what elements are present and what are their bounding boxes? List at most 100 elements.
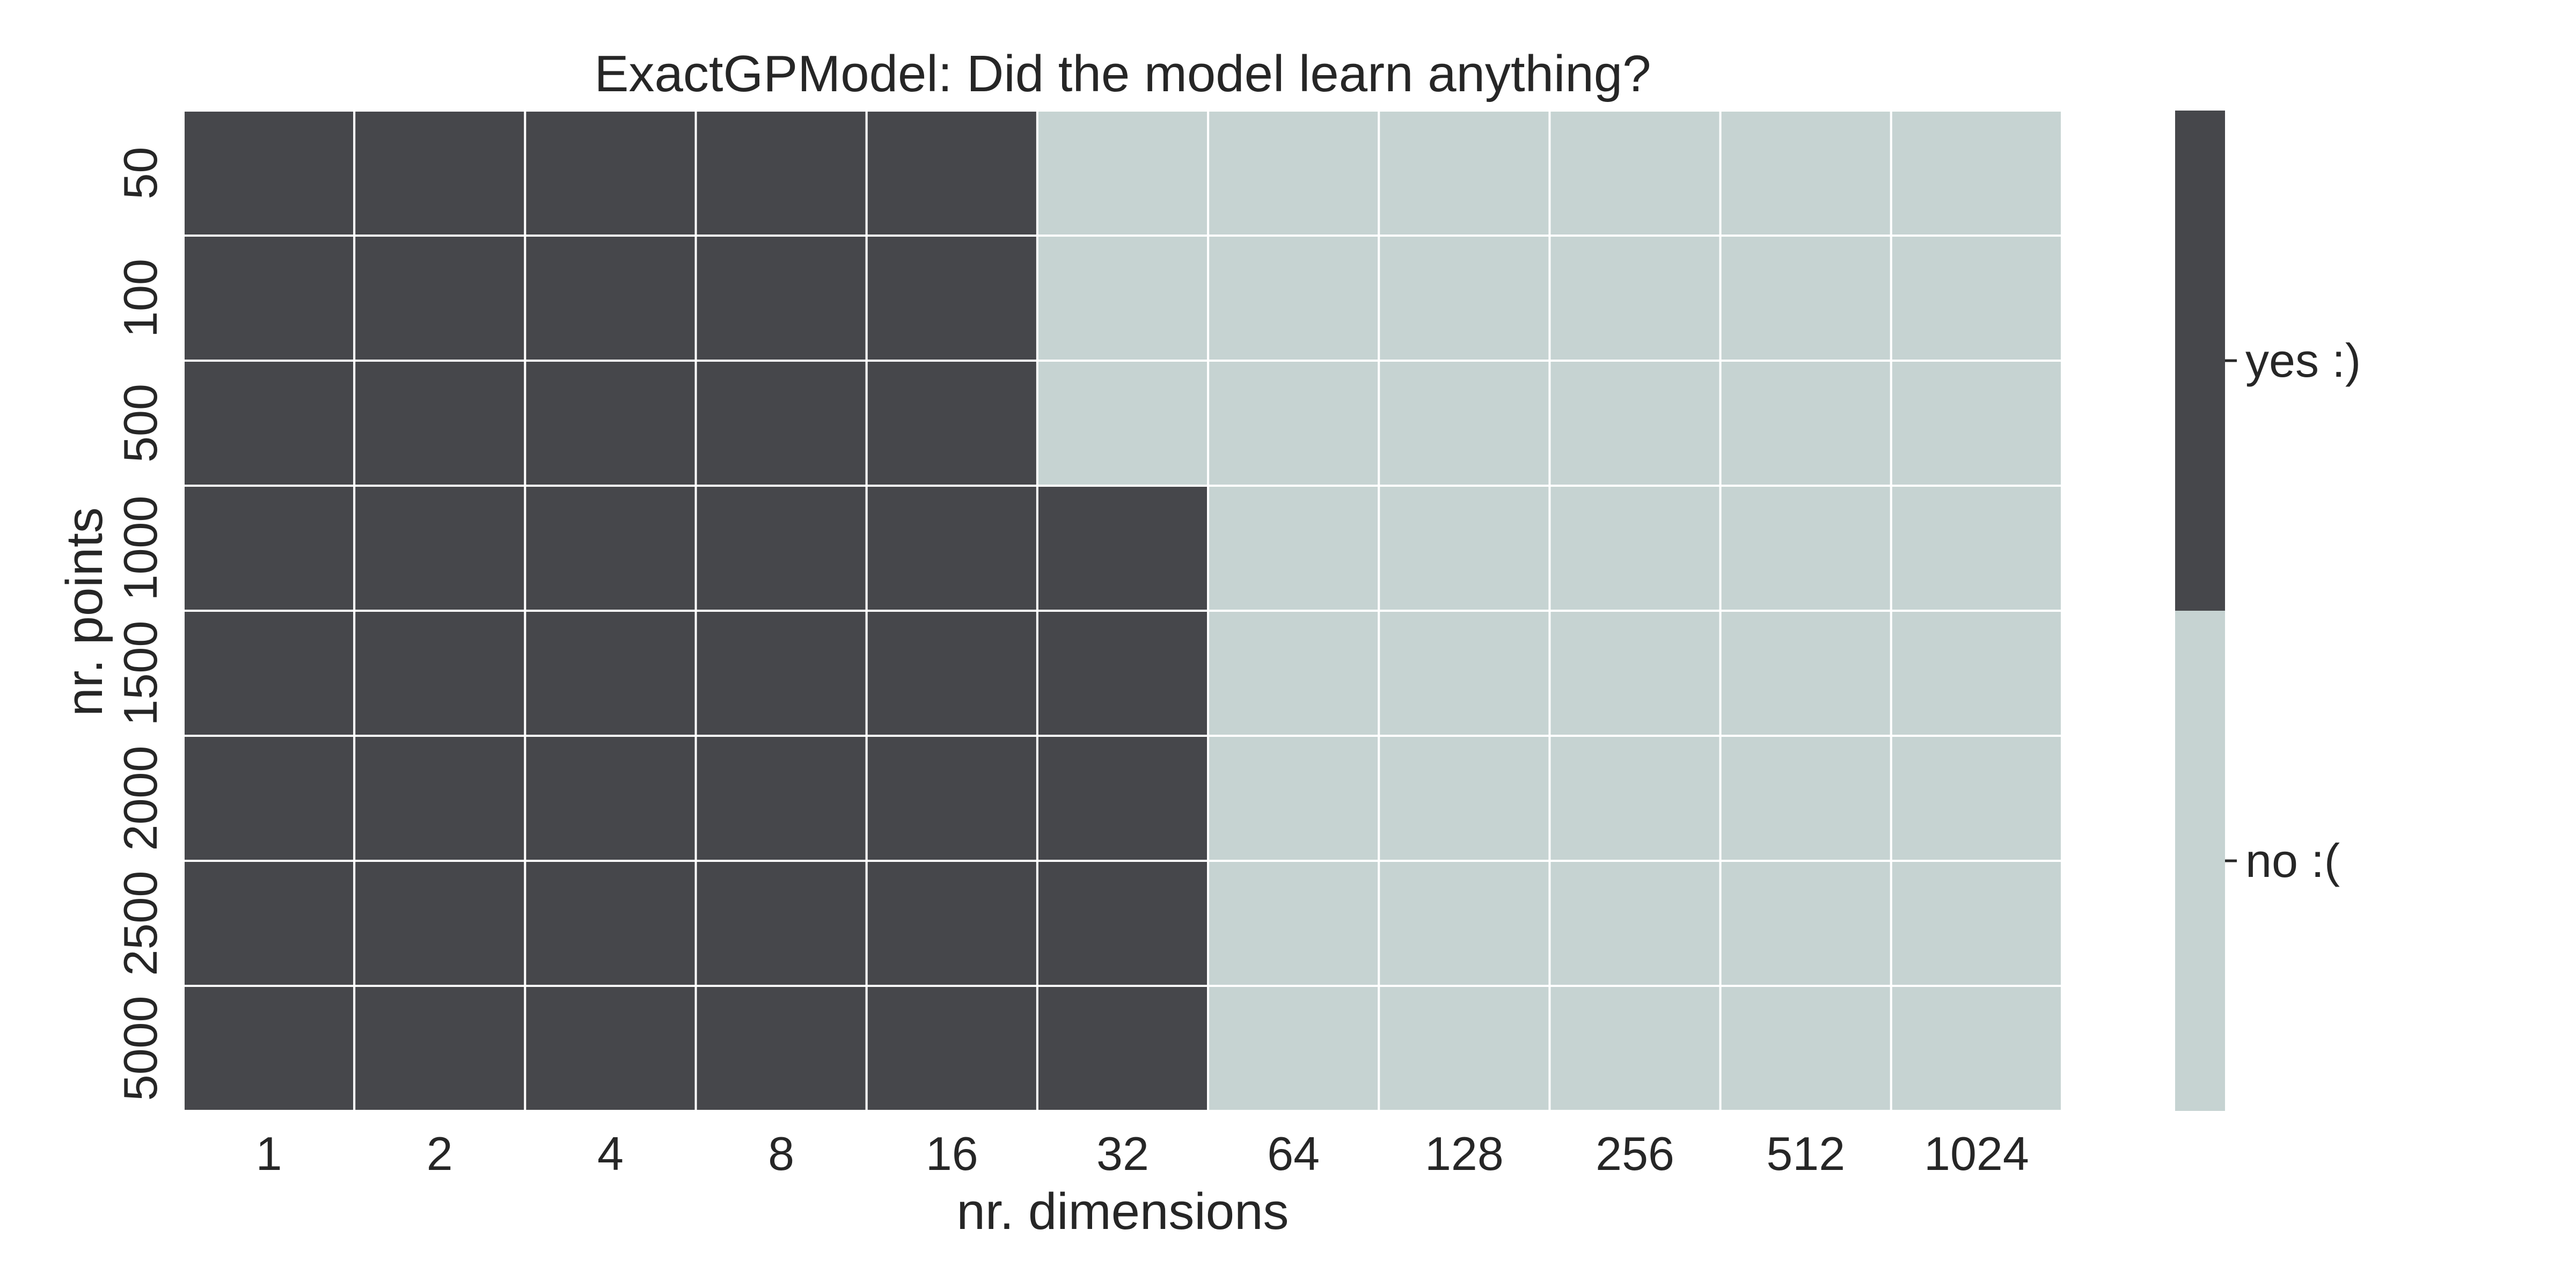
heatmap-cell <box>1378 610 1551 737</box>
y-axis-label: nr. points <box>56 507 113 716</box>
heatmap-cell <box>865 735 1038 862</box>
y-tick-label: 500 <box>114 384 167 463</box>
colorbar: yes :) no :( <box>2175 111 2361 1111</box>
heatmap-cell <box>524 860 697 987</box>
colorbar-segment <box>2175 111 2225 611</box>
heatmap-cell <box>353 360 526 487</box>
heatmap-cell <box>1719 485 1892 612</box>
heatmap-cell <box>1036 735 1210 862</box>
x-tick-label: 16 <box>926 1127 978 1180</box>
heatmap-cell <box>1548 735 1722 862</box>
heatmap-grid <box>182 109 2063 1112</box>
y-tick-label: 100 <box>114 259 167 338</box>
heatmap-cell <box>524 735 697 862</box>
heatmap-cell <box>694 985 868 1112</box>
heatmap-cell <box>1378 735 1551 862</box>
heatmap-cell <box>694 735 868 862</box>
heatmap-cell <box>524 485 697 612</box>
x-tick-label: 64 <box>1267 1127 1320 1180</box>
x-tick-label: 512 <box>1766 1127 1845 1180</box>
x-tick-label: 8 <box>768 1127 794 1180</box>
heatmap-cell <box>1207 610 1380 737</box>
heatmap-cell <box>182 860 356 987</box>
x-tick-label: 1024 <box>1924 1127 2029 1180</box>
colorbar-label: no :( <box>2245 834 2340 887</box>
x-tick-label: 256 <box>1596 1127 1674 1180</box>
y-tick-label: 2000 <box>114 746 167 851</box>
heatmap-cell <box>353 109 526 237</box>
heatmap-cell <box>865 485 1038 612</box>
y-axis-ticks: 50 100 500 1000 1500 2000 2500 5000 <box>114 147 167 1101</box>
x-tick-label: 128 <box>1425 1127 1504 1180</box>
heatmap-cell <box>1548 860 1722 987</box>
heatmap-cell <box>1207 485 1380 612</box>
heatmap-cell <box>1719 860 1892 987</box>
heatmap-cell <box>1890 360 2063 487</box>
heatmap-cell <box>182 735 356 862</box>
heatmap-cell <box>1890 485 2063 612</box>
heatmap-cell <box>1548 235 1722 362</box>
heatmap-cell <box>1719 235 1892 362</box>
heatmap-cell <box>1378 485 1551 612</box>
heatmap-cell <box>1036 360 1210 487</box>
heatmap-cell <box>865 860 1038 987</box>
heatmap-cell <box>1719 735 1892 862</box>
heatmap-cell <box>353 985 526 1112</box>
heatmap-cell <box>524 109 697 237</box>
heatmap-cell <box>1207 860 1380 987</box>
colorbar-label: yes :) <box>2245 334 2361 387</box>
heatmap-cell <box>1548 610 1722 737</box>
heatmap-cell <box>1378 109 1551 237</box>
heatmap-cell <box>353 235 526 362</box>
heatmap-cell <box>524 360 697 487</box>
x-tick-label: 32 <box>1096 1127 1149 1180</box>
heatmap-cell <box>182 235 356 362</box>
chart-title: ExactGPModel: Did the model learn anythi… <box>594 45 1651 103</box>
y-tick-label: 2500 <box>114 871 167 976</box>
heatmap-cell <box>865 610 1038 737</box>
heatmap-cell <box>1378 360 1551 487</box>
heatmap-cell <box>694 610 868 737</box>
heatmap-cell <box>1207 235 1380 362</box>
heatmap-cell <box>1890 860 2063 987</box>
heatmap-cell <box>524 985 697 1112</box>
heatmap-cell <box>1378 860 1551 987</box>
heatmap-cell <box>1207 360 1380 487</box>
x-axis-label: nr. dimensions <box>957 1183 1289 1240</box>
heatmap-cell <box>1548 485 1722 612</box>
heatmap-cell <box>353 735 526 862</box>
heatmap-cell <box>694 860 868 987</box>
heatmap-cell <box>1207 109 1380 237</box>
x-axis-ticks: 1 2 4 8 16 32 64 128 256 512 1024 <box>256 1127 2029 1180</box>
heatmap-cell <box>1036 610 1210 737</box>
heatmap-cell <box>1548 109 1722 237</box>
heatmap-cell <box>182 360 356 487</box>
heatmap-cell <box>524 235 697 362</box>
heatmap-cell <box>1548 985 1722 1112</box>
heatmap-cell <box>182 109 356 237</box>
heatmap-cell <box>1378 235 1551 362</box>
heatmap-cell <box>182 610 356 737</box>
heatmap-cell <box>1719 109 1892 237</box>
heatmap-cell <box>1207 985 1380 1112</box>
heatmap-cell <box>1036 860 1210 987</box>
heatmap-cell <box>865 235 1038 362</box>
y-tick-label: 5000 <box>114 996 167 1101</box>
heatmap-cell <box>1548 360 1722 487</box>
x-tick-label: 1 <box>256 1127 282 1180</box>
y-tick-label: 50 <box>114 147 167 200</box>
heatmap-cell <box>524 610 697 737</box>
heatmap-cell <box>1890 235 2063 362</box>
heatmap-cell <box>1890 735 2063 862</box>
heatmap-cell <box>1036 235 1210 362</box>
heatmap-cell <box>182 485 356 612</box>
heatmap-cell <box>1890 109 2063 237</box>
y-tick-label: 1500 <box>114 621 167 726</box>
heatmap-cell <box>865 109 1038 237</box>
heatmap-cell <box>1036 485 1210 612</box>
y-tick-label: 1000 <box>114 496 167 601</box>
heatmap-cell <box>353 610 526 737</box>
heatmap-cell <box>694 109 868 237</box>
heatmap-cell <box>182 985 356 1112</box>
